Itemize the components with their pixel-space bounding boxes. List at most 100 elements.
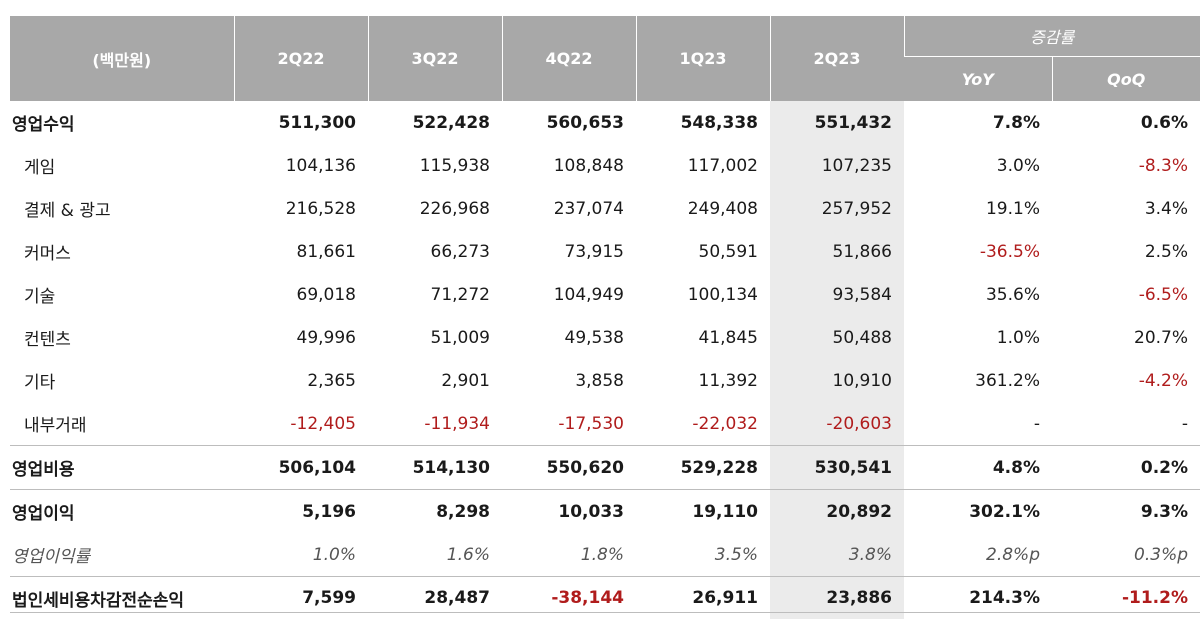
header-qoq: QoQ bbox=[1051, 56, 1200, 101]
value-cell: 3.8% bbox=[770, 533, 904, 577]
row-label: 기술 bbox=[24, 287, 56, 307]
value-cell: 19,110 bbox=[636, 489, 770, 533]
value-cell: 50,591 bbox=[698, 241, 758, 262]
table-row: 내부거래 -12,405 -11,934 -17,530 -22,032 -20,603 -… bbox=[10, 402, 1200, 446]
table-row: 법인세비용차감전순손익 7,599 28,487 -38,144 26,911 23,88… bbox=[10, 576, 1200, 619]
value-cell: 73,915 bbox=[564, 241, 624, 262]
qoq-cell: -6.5% bbox=[1138, 284, 1189, 305]
row-label: 영업이익 bbox=[10, 489, 234, 533]
value-cell: 8,298 bbox=[368, 489, 502, 533]
yoy-cell: 19.1% bbox=[985, 198, 1040, 219]
value-cell: 51,009 bbox=[430, 327, 490, 348]
row-label: 내부거래 bbox=[24, 416, 87, 436]
row-label: 커머스 bbox=[24, 244, 71, 264]
value-cell: 50,488 bbox=[770, 316, 904, 359]
table-body: 영업수익 511,300 522,428 560,653 548,338 551,432 7… bbox=[10, 101, 1200, 619]
qoq-cell: -4.2% bbox=[1138, 370, 1189, 391]
value-cell: 115,938 bbox=[419, 155, 490, 176]
table-row: 영업수익 511,300 522,428 560,653 548,338 551,432 7… bbox=[10, 101, 1200, 144]
header-period: 1Q23 bbox=[635, 16, 770, 101]
table-row: 기타 2,365 2,901 3,858 11,392 10,910 361.2% -4.2% bbox=[10, 359, 1200, 402]
yoy-cell: 4.8% bbox=[904, 445, 1052, 490]
value-cell: 3.5% bbox=[714, 544, 758, 565]
value-cell: 11,392 bbox=[698, 370, 758, 391]
table-row: 게임 104,136 115,938 108,848 117,002 107,235 3.0… bbox=[10, 144, 1200, 187]
yoy-cell: 3.0% bbox=[996, 155, 1040, 176]
value-cell: 216,528 bbox=[285, 198, 356, 219]
header-period: 2Q23 bbox=[769, 16, 904, 101]
row-label: 결제 & 광고 bbox=[24, 201, 111, 221]
yoy-cell: 2.8%p bbox=[986, 544, 1040, 565]
value-cell: 3,858 bbox=[575, 370, 624, 391]
value-cell: 257,952 bbox=[770, 187, 904, 230]
value-cell: 81,661 bbox=[296, 241, 356, 262]
value-cell: 49,538 bbox=[564, 327, 624, 348]
value-cell: 93,584 bbox=[770, 273, 904, 316]
yoy-cell: 7.8% bbox=[992, 112, 1040, 133]
header-unit: (백만원) bbox=[10, 16, 234, 101]
value-cell: 2,901 bbox=[441, 370, 490, 391]
table-row: 결제 & 광고 216,528 226,968 237,074 249,408 257,9… bbox=[10, 187, 1200, 230]
value-cell: 117,002 bbox=[687, 155, 758, 176]
header-period: 4Q22 bbox=[501, 16, 636, 101]
value-cell: 7,599 bbox=[234, 576, 368, 619]
qoq-cell: -8.3% bbox=[1138, 155, 1189, 176]
qoq-cell: 9.3% bbox=[1052, 489, 1200, 533]
row-label: 영업비용 bbox=[10, 445, 234, 490]
row-label: 컨텐츠 bbox=[24, 330, 71, 350]
value-cell: 108,848 bbox=[553, 155, 624, 176]
value-cell: 100,134 bbox=[687, 284, 758, 305]
table-row: 커머스 81,661 66,273 73,915 50,591 51,866 -36.5% 2… bbox=[10, 230, 1200, 273]
value-cell: 511,300 bbox=[278, 112, 356, 133]
value-cell: 26,911 bbox=[636, 576, 770, 619]
value-cell: 522,428 bbox=[412, 112, 490, 133]
yoy-cell: 361.2% bbox=[975, 370, 1040, 391]
row-label: 영업수익 bbox=[12, 115, 75, 135]
value-cell: 69,018 bbox=[296, 284, 356, 305]
value-cell: 20,892 bbox=[770, 489, 904, 533]
qoq-cell: 0.2% bbox=[1052, 445, 1200, 490]
yoy-cell: 214.3% bbox=[904, 576, 1052, 619]
yoy-cell: - bbox=[1033, 413, 1040, 434]
value-cell: 548,338 bbox=[680, 112, 758, 133]
value-cell: 66,273 bbox=[430, 241, 490, 262]
header-yoy: YoY bbox=[904, 56, 1052, 101]
value-cell: 49,996 bbox=[296, 327, 356, 348]
value-cell: -22,032 bbox=[692, 413, 758, 434]
value-cell: -12,405 bbox=[290, 413, 356, 434]
value-cell: 5,196 bbox=[234, 489, 368, 533]
table-row: 컨텐츠 49,996 51,009 49,538 41,845 50,488 1.0% 20.… bbox=[10, 316, 1200, 359]
value-cell: 10,910 bbox=[770, 359, 904, 402]
value-cell: 249,408 bbox=[687, 198, 758, 219]
value-cell: 560,653 bbox=[546, 112, 624, 133]
table-row: 영업이익 5,196 8,298 10,033 19,110 20,892 302.1% 9.… bbox=[10, 489, 1200, 533]
financial-table: (백만원) 2Q22 3Q22 4Q22 1Q23 2Q23 증감률 YoY Q… bbox=[10, 16, 1200, 619]
value-cell: 10,033 bbox=[502, 489, 636, 533]
qoq-cell: 0.3%p bbox=[1134, 544, 1189, 565]
yoy-cell: 302.1% bbox=[904, 489, 1052, 533]
row-label: 법인세비용차감전순손익 bbox=[10, 576, 234, 619]
value-cell: 530,541 bbox=[770, 445, 904, 490]
value-cell: 237,074 bbox=[553, 198, 624, 219]
yoy-cell: -36.5% bbox=[979, 241, 1040, 262]
value-cell: 514,130 bbox=[368, 445, 502, 490]
table-bottom-divider bbox=[10, 612, 1200, 613]
row-label: 영업이익률 bbox=[12, 547, 91, 567]
table-row: 영업이익률 1.0% 1.6% 1.8% 3.5% 3.8% 2.8%p 0.3%p bbox=[10, 533, 1200, 577]
value-cell: 226,968 bbox=[419, 198, 490, 219]
header-period: 2Q22 bbox=[233, 16, 368, 101]
qoq-cell: 3.4% bbox=[1144, 198, 1189, 219]
value-cell: 41,845 bbox=[698, 327, 758, 348]
value-cell: 551,432 bbox=[770, 101, 904, 144]
qoq-cell: - bbox=[1181, 413, 1189, 434]
value-cell: 2,365 bbox=[307, 370, 356, 391]
table-row: 기술 69,018 71,272 104,949 100,134 93,584 35.6% -… bbox=[10, 273, 1200, 316]
row-label: 게임 bbox=[24, 158, 56, 178]
value-cell: 23,886 bbox=[770, 576, 904, 619]
header-growth-rate: 증감률 bbox=[903, 16, 1200, 57]
value-cell: 1.8% bbox=[580, 544, 624, 565]
qoq-cell: 0.6% bbox=[1140, 112, 1189, 133]
qoq-cell: 20.7% bbox=[1134, 327, 1189, 348]
value-cell: 51,866 bbox=[770, 230, 904, 273]
qoq-cell: 2.5% bbox=[1144, 241, 1189, 262]
